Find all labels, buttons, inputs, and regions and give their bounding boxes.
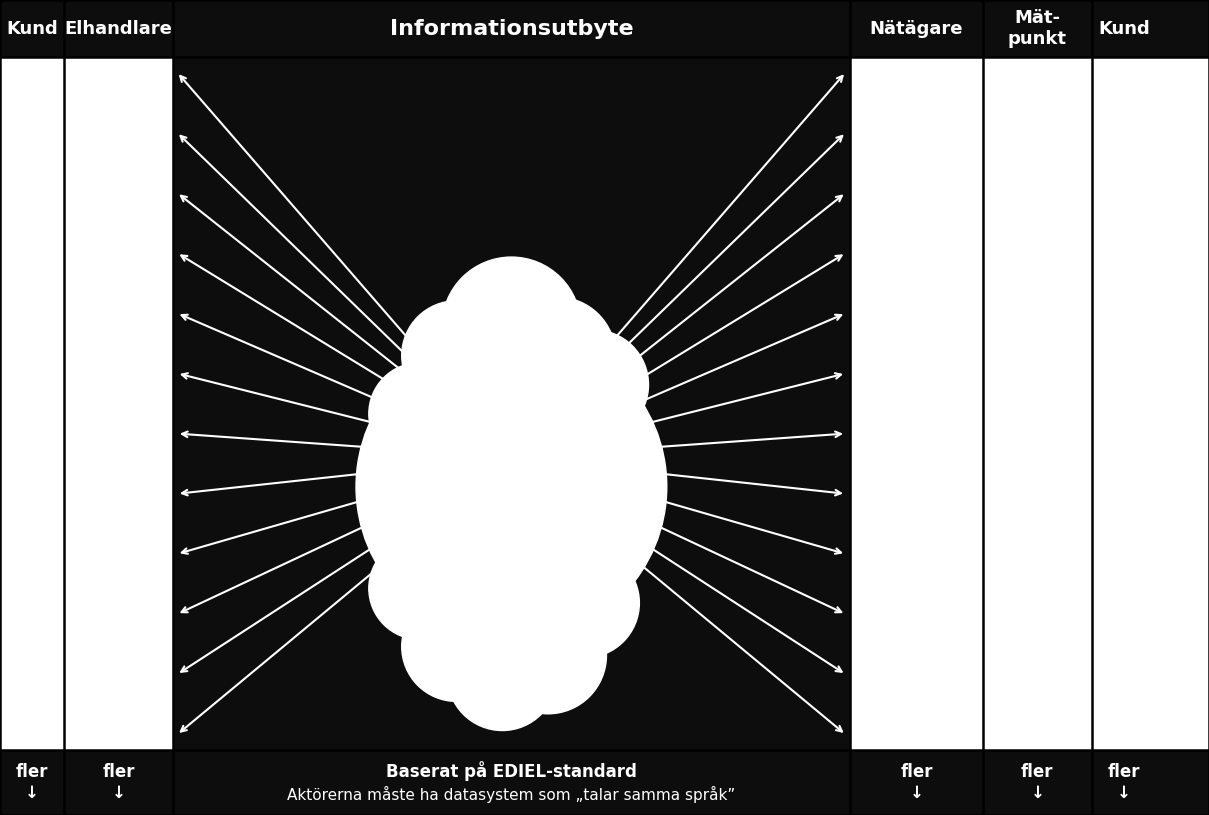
Text: Baserat på EDIEL-standard: Baserat på EDIEL-standard xyxy=(386,760,637,781)
Text: Mät-
punkt: Mät- punkt xyxy=(1008,9,1066,48)
Text: Informationsutbyte: Informationsutbyte xyxy=(389,19,634,38)
Bar xyxy=(64,57,173,750)
Text: fler
↓: fler ↓ xyxy=(1107,763,1140,802)
Text: Elhandlare: Elhandlare xyxy=(64,20,173,37)
Bar xyxy=(0,0,1209,57)
Text: fler
↓: fler ↓ xyxy=(1022,763,1053,802)
Text: Kund: Kund xyxy=(6,20,58,37)
Bar xyxy=(850,57,983,750)
Bar xyxy=(1092,57,1156,750)
Text: fler
↓: fler ↓ xyxy=(103,763,134,802)
Text: fler
↓: fler ↓ xyxy=(901,763,932,802)
Text: Kund: Kund xyxy=(1098,20,1150,37)
Text: Aktörerna måste ha datasystem som „talar samma språk”: Aktörerna måste ha datasystem som „talar… xyxy=(288,786,735,803)
Bar xyxy=(173,57,850,750)
Bar xyxy=(983,57,1092,750)
Text: Nätägare: Nätägare xyxy=(869,20,964,37)
Text: fler
↓: fler ↓ xyxy=(16,763,48,802)
Bar xyxy=(0,750,1209,815)
Bar xyxy=(0,57,64,750)
